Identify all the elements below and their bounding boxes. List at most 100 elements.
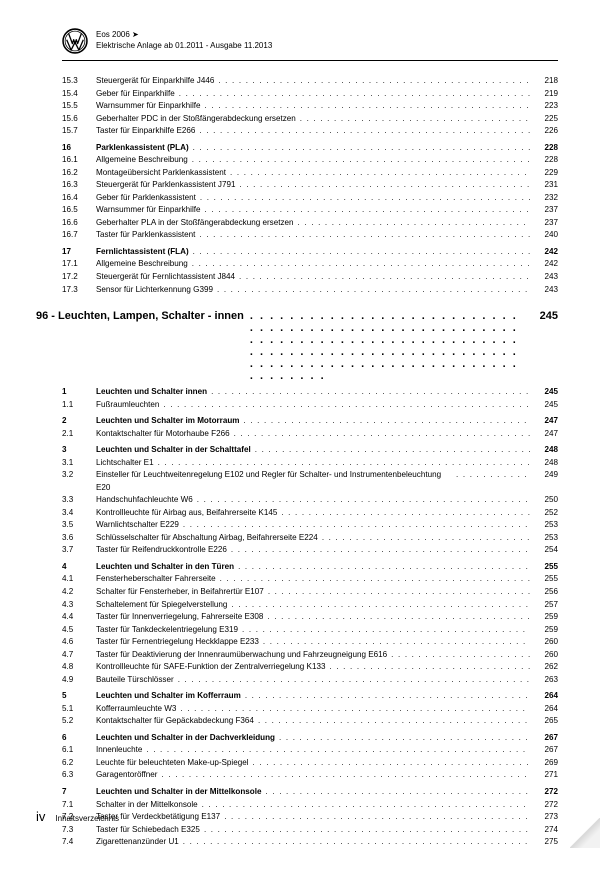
toc-entry-title: Schalter für Fensterheber, in Beifahrert… bbox=[96, 586, 268, 599]
toc-entry-number: 2 bbox=[62, 415, 96, 428]
toc-entry-page: 272 bbox=[530, 799, 558, 812]
toc-row: 6Leuchten und Schalter in der Dachverkle… bbox=[62, 732, 558, 745]
leader-dots bbox=[300, 113, 530, 125]
leader-dots bbox=[239, 271, 530, 283]
toc-entry-number: 3.3 bbox=[62, 494, 96, 507]
toc-entry-page: 237 bbox=[530, 217, 558, 230]
toc-row: 6.3Garagentoröffner271 bbox=[62, 769, 558, 782]
toc-entry-number: 15.7 bbox=[62, 125, 96, 138]
leader-dots bbox=[329, 661, 530, 673]
toc-entry-page: 237 bbox=[530, 204, 558, 217]
toc-row: 17Fernlichtassistent (FLA)242 bbox=[62, 246, 558, 259]
toc-entry-number: 17.2 bbox=[62, 271, 96, 284]
toc-entry-title: Sensor für Lichterkennung G399 bbox=[96, 284, 217, 297]
toc-row: 4.6Taster für Fernentriegelung Heckklapp… bbox=[62, 636, 558, 649]
toc-entry-title: Leuchten und Schalter innen bbox=[96, 386, 211, 399]
toc-entry-title: Steuergerät für Fernlichtassistent J844 bbox=[96, 271, 239, 284]
toc-entry-title: Leuchten und Schalter im Kofferraum bbox=[96, 690, 245, 703]
toc-entry-page: 253 bbox=[530, 519, 558, 532]
leader-dots bbox=[258, 715, 530, 727]
toc-entry-title: Leuchten und Schalter in der Schalttafel bbox=[96, 444, 255, 457]
toc-entry-title: Kontaktschalter für Gepäckabdeckung F364 bbox=[96, 715, 258, 728]
toc-row: 5.1Kofferraumleuchte W3264 bbox=[62, 703, 558, 716]
toc-row: 4.2Schalter für Fensterheber, in Beifahr… bbox=[62, 586, 558, 599]
leader-dots bbox=[245, 690, 530, 702]
toc-entry-title: Taster für Tankdeckelentriegelung E319 bbox=[96, 624, 242, 637]
toc-entry-title: Leuchten und Schalter im Motorraum bbox=[96, 415, 243, 428]
toc-entry-number: 15.6 bbox=[62, 113, 96, 126]
toc-entry-number: 4.9 bbox=[62, 674, 96, 687]
toc-row: 3.5Warnlichtschalter E229253 bbox=[62, 519, 558, 532]
toc-entry-number: 16.1 bbox=[62, 154, 96, 167]
leader-dots bbox=[266, 786, 531, 798]
toc-entry-number: 1 bbox=[62, 386, 96, 399]
toc-entry-number: 3.2 bbox=[62, 469, 96, 482]
toc-entry-title: Kofferraumleuchte W3 bbox=[96, 703, 180, 716]
leader-dots bbox=[279, 732, 530, 744]
toc-row: 17.1Allgemeine Beschreibung242 bbox=[62, 258, 558, 271]
toc-entry-title: Kontrollleuchte für SAFE-Funktion der Ze… bbox=[96, 661, 329, 674]
toc-row: 7Leuchten und Schalter in der Mittelkons… bbox=[62, 786, 558, 799]
toc-entry-title: Steuergerät für Einparkhilfe J446 bbox=[96, 75, 218, 88]
leader-dots bbox=[230, 167, 530, 179]
toc-entry-number: 4 bbox=[62, 561, 96, 574]
document-header: Eos 2006 ➤ Elektrische Anlage ab 01.2011… bbox=[62, 28, 558, 54]
toc-entry-number: 4.7 bbox=[62, 649, 96, 662]
header-subtitle: Elektrische Anlage ab 01.2011 - Ausgabe … bbox=[96, 41, 272, 52]
toc-row: 16.6Geberhalter PLA in der Stoßfängerabd… bbox=[62, 217, 558, 230]
chapter-page: 245 bbox=[524, 310, 558, 322]
toc-entry-page: 223 bbox=[530, 100, 558, 113]
toc-entry-page: 265 bbox=[530, 715, 558, 728]
leader-dots bbox=[193, 142, 530, 154]
toc-row: 3Leuchten und Schalter in der Schalttafe… bbox=[62, 444, 558, 457]
toc-row: 4.4Taster für Innenverriegelung, Fahrers… bbox=[62, 611, 558, 624]
toc-entry-page: 218 bbox=[530, 75, 558, 88]
toc-entry-number: 15.5 bbox=[62, 100, 96, 113]
toc-block-1: 15.3Steuergerät für Einparkhilfe J446218… bbox=[62, 75, 558, 296]
chapter-heading: 96 - Leuchten, Lampen, Schalter - innen … bbox=[36, 310, 558, 382]
toc-entry-page: 259 bbox=[530, 624, 558, 637]
toc-entry-title: Allgemeine Beschreibung bbox=[96, 154, 192, 167]
toc-block-2: 1Leuchten und Schalter innen2451.1Fußrau… bbox=[62, 386, 558, 849]
toc-entry-title: Taster für Parklenkassistent bbox=[96, 229, 199, 242]
toc-entry-title: Taster für Fernentriegelung Heckklappe E… bbox=[96, 636, 263, 649]
toc-entry-title: Geberhalter PDC in der Stoßfängerabdecku… bbox=[96, 113, 300, 126]
toc-entry-title: Fernlichtassistent (FLA) bbox=[96, 246, 193, 259]
toc-entry-number: 16 bbox=[62, 142, 96, 155]
leader-dots bbox=[183, 836, 530, 848]
toc-row: 17.3Sensor für Lichterkennung G399243 bbox=[62, 284, 558, 297]
toc-entry-page: 264 bbox=[530, 690, 558, 703]
toc-entry-number: 17 bbox=[62, 246, 96, 259]
leader-dots bbox=[263, 636, 530, 648]
toc-row: 16.2Montageübersicht Parklenkassistent22… bbox=[62, 167, 558, 180]
toc-entry-number: 7.4 bbox=[62, 836, 96, 849]
toc-row: 3.1Lichtschalter E1248 bbox=[62, 457, 558, 470]
toc-entry-page: 228 bbox=[530, 142, 558, 155]
toc-row: 7.2Taster für Verdeckbetätigung E137273 bbox=[62, 811, 558, 824]
toc-entry-title: Handschuhfachleuchte W6 bbox=[96, 494, 197, 507]
toc-row: 4.3Schaltelement für Spiegelverstellung2… bbox=[62, 599, 558, 612]
toc-entry-title: Fensterheberschalter Fahrerseite bbox=[96, 573, 220, 586]
leader-dots bbox=[238, 561, 530, 573]
toc-row: 4.8Kontrollleuchte für SAFE-Funktion der… bbox=[62, 661, 558, 674]
toc-row: 4Leuchten und Schalter in den Türen255 bbox=[62, 561, 558, 574]
toc-entry-number: 4.4 bbox=[62, 611, 96, 624]
leader-dots bbox=[281, 507, 530, 519]
toc-entry-page: 274 bbox=[530, 824, 558, 837]
leader-dots bbox=[192, 258, 530, 270]
toc-row: 16.4Geber für Parklenkassistent232 bbox=[62, 192, 558, 205]
leader-dots bbox=[205, 204, 531, 216]
toc-row: 1.1Fußraumleuchten245 bbox=[62, 399, 558, 412]
toc-row: 7.4Zigarettenanzünder U1275 bbox=[62, 836, 558, 849]
toc-entry-number: 2.1 bbox=[62, 428, 96, 441]
toc-row: 16.5Warnsummer für Einparkhilfe237 bbox=[62, 204, 558, 217]
toc-entry-number: 3 bbox=[62, 444, 96, 457]
toc-entry-number: 4.1 bbox=[62, 573, 96, 586]
chapter-number: 96 bbox=[36, 310, 48, 322]
toc-entry-page: 252 bbox=[530, 507, 558, 520]
toc-entry-page: 243 bbox=[530, 271, 558, 284]
leader-dots bbox=[250, 310, 524, 382]
toc-entry-number: 16.3 bbox=[62, 179, 96, 192]
toc-entry-title: Bauteile Türschlösser bbox=[96, 674, 178, 687]
toc-row: 15.3Steuergerät für Einparkhilfe J446218 bbox=[62, 75, 558, 88]
